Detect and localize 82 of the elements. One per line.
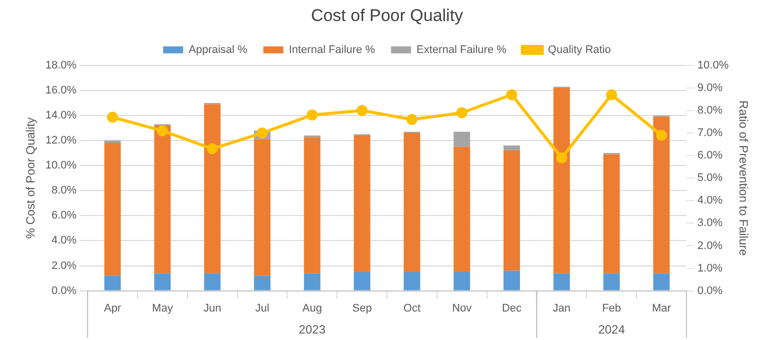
bar xyxy=(603,273,620,290)
bar xyxy=(504,270,520,290)
point xyxy=(206,143,218,154)
y-tick-label: 6.0% xyxy=(52,210,77,222)
x-tick-label: Mar xyxy=(652,302,672,314)
x-tick-label: Oct xyxy=(403,302,421,314)
bar xyxy=(154,126,171,274)
bar xyxy=(204,104,221,274)
y-tick-label: 4.0% xyxy=(52,234,77,247)
y-tick-label: 16.0% xyxy=(45,84,77,96)
bar xyxy=(404,272,420,290)
point xyxy=(256,128,268,139)
point xyxy=(506,89,518,100)
y-tick-label: 12.0% xyxy=(45,134,77,147)
bar xyxy=(653,273,670,290)
bar xyxy=(454,132,470,147)
x-tick-label: Feb xyxy=(602,302,622,314)
bar xyxy=(504,146,520,151)
y2-tick-label: 8.0% xyxy=(697,104,723,117)
x-tick-label: Apr xyxy=(104,302,122,314)
x-tick-label: Jan xyxy=(552,302,571,314)
point xyxy=(406,114,418,125)
x-tick-label: Aug xyxy=(302,302,322,314)
y-tick-label: 0.0% xyxy=(52,284,77,297)
legend-label: External Failure % xyxy=(416,44,507,56)
bar xyxy=(254,276,270,290)
bar xyxy=(104,143,121,276)
bar xyxy=(254,139,270,276)
point xyxy=(656,130,667,141)
x-tick-label: Nov xyxy=(452,302,472,314)
bar xyxy=(154,273,171,290)
x-tick-label: Dec xyxy=(502,302,522,314)
text: 2024 xyxy=(598,322,626,336)
point xyxy=(356,104,368,116)
y2-axis-title: Ratio of Prevention to Failure xyxy=(736,100,750,256)
y2-tick-label: 6.0% xyxy=(697,150,723,162)
bar xyxy=(404,133,420,272)
y-tick-label: 18.0% xyxy=(45,59,77,72)
bar xyxy=(204,273,221,290)
bar xyxy=(603,154,620,274)
x-tick-label: May xyxy=(152,302,174,314)
y2-tick-label: 5.0% xyxy=(697,172,723,184)
point xyxy=(107,112,118,123)
y-tick-label: 14.0% xyxy=(45,110,77,122)
point xyxy=(156,125,168,136)
bar xyxy=(454,146,470,272)
y2-tick-label: 7.0% xyxy=(697,127,723,140)
bar xyxy=(504,150,520,271)
y2-tick-label: 4.0% xyxy=(697,194,723,207)
legend-label: Quality Ratio xyxy=(548,44,611,56)
legend-label: Appraisal % xyxy=(188,44,248,56)
x-tick-label: Sep xyxy=(352,302,372,314)
point xyxy=(456,107,468,118)
legend-label: Internal Failure % xyxy=(288,44,376,56)
x-tick-label: Jun xyxy=(203,302,222,314)
bar xyxy=(104,140,121,144)
bar xyxy=(304,136,320,138)
y-tick-label: 10.0% xyxy=(45,160,77,172)
y-tick-label: 8.0% xyxy=(52,184,77,197)
bar xyxy=(304,138,320,274)
chart-title: Cost of Poor Quality xyxy=(310,6,464,25)
bar xyxy=(104,276,121,290)
y-axis-title: % Cost of Poor Quality xyxy=(24,117,38,239)
bar xyxy=(304,273,320,290)
x-tick-label: Jul xyxy=(255,302,270,314)
y2-tick-label: 9.0% xyxy=(697,82,723,94)
point xyxy=(606,89,618,100)
bar xyxy=(553,88,570,274)
text: 2023 xyxy=(298,322,326,336)
bar xyxy=(354,136,370,272)
bar xyxy=(454,272,470,290)
bar xyxy=(553,273,570,290)
y2-tick-label: 2.0% xyxy=(697,240,723,252)
y2-tick-label: 0.0% xyxy=(697,284,723,297)
point xyxy=(306,109,318,120)
bar xyxy=(354,272,370,290)
y2-tick-label: 1.0% xyxy=(697,262,723,274)
y-tick-label: 2.0% xyxy=(52,260,77,272)
y2-tick-label: 10.0% xyxy=(697,59,729,72)
y2-tick-label: 3.0% xyxy=(697,217,723,230)
point xyxy=(556,152,568,164)
bar xyxy=(653,116,670,274)
